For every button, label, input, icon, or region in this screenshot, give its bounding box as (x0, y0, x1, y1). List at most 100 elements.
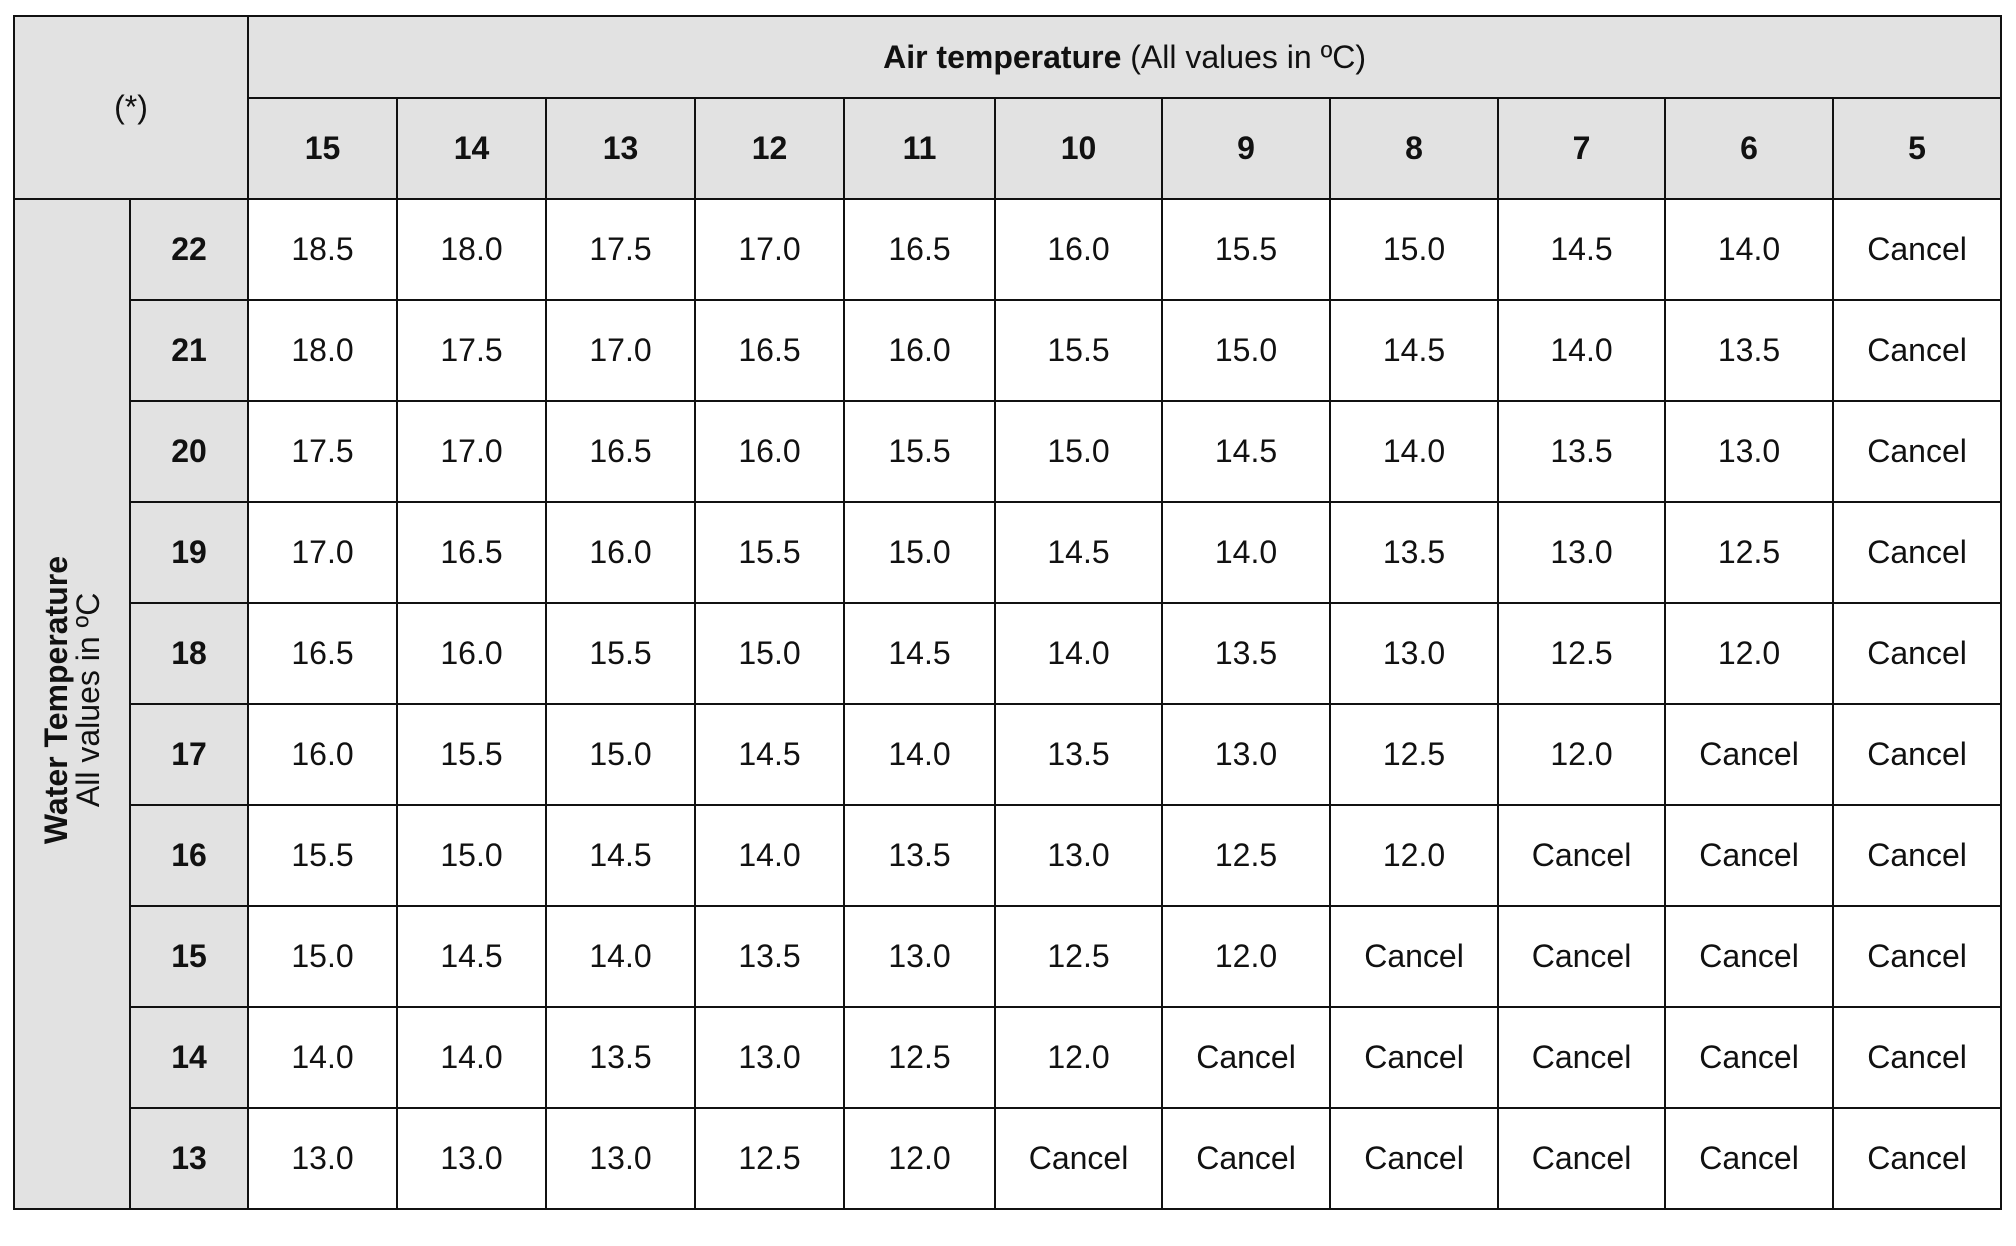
data-row: Water Temperature All values in ºC 22 18.5 1… (13, 198, 2003, 1210)
temperature-table: (*) Air temperature (All values in ºC) 1… (12, 15, 2003, 1210)
cell: Cancel (1664, 905, 1835, 1008)
cell: 17.0 (247, 501, 399, 604)
data-row: 18 16.5 16.0 15.5 15.0 14.5 14.0 13.5 13.0 12.5 12… (14, 602, 2003, 705)
cell: 17.5 (247, 400, 399, 503)
table-body: (*) Air temperature (All values in ºC) 1… (12, 15, 2003, 1210)
cell: Cancel (1329, 1006, 1500, 1109)
row-header: 13 (128, 1107, 250, 1210)
cell: 14.5 (694, 703, 846, 806)
column-header: 5 (1832, 97, 2003, 200)
cell: 13.0 (545, 1107, 697, 1210)
cell: 14.5 (1497, 198, 1667, 301)
cell: 15.5 (994, 299, 1164, 402)
cell: Cancel (1832, 299, 2003, 402)
cell: 13.5 (1664, 299, 1835, 402)
cell: 18.0 (247, 299, 399, 402)
data-row: 15 15.0 14.5 14.0 13.5 13.0 12.5 12.0 Cancel Canc… (14, 905, 2003, 1008)
row-header: 18 (128, 602, 250, 705)
cell: 12.0 (1664, 602, 1835, 705)
cell: 14.5 (396, 905, 548, 1008)
cell: 14.5 (994, 501, 1164, 604)
header-row: (*) Air temperature (All values in ºC) (12, 15, 2003, 200)
cell: Cancel (1161, 1006, 1332, 1109)
cell: 15.0 (694, 602, 846, 705)
cell: 12.5 (994, 905, 1164, 1008)
cell: 14.0 (694, 804, 846, 907)
cell: 16.5 (843, 198, 997, 301)
data-row: 17 16.0 15.5 15.0 14.5 14.0 13.5 13.0 12.5 12.0 Ca… (14, 703, 2003, 806)
corner-cell: (*) (12, 15, 250, 200)
column-header: 8 (1329, 97, 1500, 200)
cell: 12.0 (1329, 804, 1500, 907)
cell: 12.0 (1161, 905, 1332, 1008)
cell: 13.5 (1329, 501, 1500, 604)
data-row: 21 18.0 17.5 17.0 16.5 16.0 15.5 15.0 14.5 14.0 13… (14, 299, 2003, 402)
cell: 15.0 (247, 905, 399, 1008)
cell: 14.0 (1329, 400, 1500, 503)
cell: Cancel (1832, 400, 2003, 503)
water-header: Water Temperature All values in ºC (13, 198, 131, 1210)
cell: Cancel (1664, 804, 1835, 907)
cell: 15.5 (843, 400, 997, 503)
cell: 12.0 (994, 1006, 1164, 1109)
cell: 14.5 (545, 804, 697, 907)
cell: 14.0 (843, 703, 997, 806)
column-header: 11 (843, 97, 997, 200)
cell: Cancel (994, 1107, 1164, 1210)
column-header: 13 (545, 97, 697, 200)
cell: 15.0 (1329, 198, 1500, 301)
cell: Cancel (1497, 905, 1667, 1008)
row-header: 15 (128, 905, 250, 1008)
cell: 13.5 (843, 804, 997, 907)
cell: 14.5 (1329, 299, 1500, 402)
cell: 15.5 (694, 501, 846, 604)
column-header: 15 (247, 97, 399, 200)
cell: 13.0 (247, 1107, 399, 1210)
cell: 13.0 (1664, 400, 1835, 503)
cell: 13.0 (396, 1107, 548, 1210)
cell: 12.5 (1329, 703, 1500, 806)
air-header-note: (All values in ºC) (1130, 38, 1367, 75)
cell: 13.0 (843, 905, 997, 1008)
air-header: Air temperature (All values in ºC) (247, 15, 2003, 99)
cell: 12.0 (1497, 703, 1667, 806)
cell: 15.5 (1161, 198, 1332, 301)
cell: 14.0 (1664, 198, 1835, 301)
cell: 16.0 (545, 501, 697, 604)
air-header-title: Air temperature (883, 38, 1122, 75)
cell: 17.5 (396, 299, 548, 402)
cell: 15.5 (545, 602, 697, 705)
cell: 12.5 (694, 1107, 846, 1210)
cell: 16.0 (396, 602, 548, 705)
data-row: 19 17.0 16.5 16.0 15.5 15.0 14.5 14.0 13.5 13.0 12… (14, 501, 2003, 604)
cell: Cancel (1832, 804, 2003, 907)
row-header: 21 (128, 299, 250, 402)
cell: 14.0 (1161, 501, 1332, 604)
water-header-note: All values in ºC (70, 592, 106, 808)
cell: 14.5 (843, 602, 997, 705)
cell: 13.5 (1161, 602, 1332, 705)
cell: 16.0 (247, 703, 399, 806)
cell: 17.0 (545, 299, 697, 402)
cell: 15.0 (843, 501, 997, 604)
cell: 13.0 (994, 804, 1164, 907)
cell: 14.0 (396, 1006, 548, 1109)
cell: 18.0 (396, 198, 548, 301)
cell: Cancel (1329, 905, 1500, 1008)
cell: 14.0 (994, 602, 1164, 705)
cell: 15.0 (545, 703, 697, 806)
cell: Cancel (1832, 1006, 2003, 1109)
cell: Cancel (1832, 602, 2003, 705)
cell: 14.5 (1161, 400, 1332, 503)
row-header: 14 (128, 1006, 250, 1109)
row-header: 20 (128, 400, 250, 503)
data-row: 14 14.0 14.0 13.5 13.0 12.5 12.0 Cancel Cancel Ca… (14, 1006, 2003, 1109)
cell: 17.5 (545, 198, 697, 301)
row-header: 16 (128, 804, 250, 907)
row-header: 22 (128, 198, 250, 301)
cell: Cancel (1832, 1107, 2003, 1210)
cell: 14.0 (247, 1006, 399, 1109)
cell: 16.5 (545, 400, 697, 503)
cell: Cancel (1832, 703, 2003, 806)
cell: 17.0 (694, 198, 846, 301)
